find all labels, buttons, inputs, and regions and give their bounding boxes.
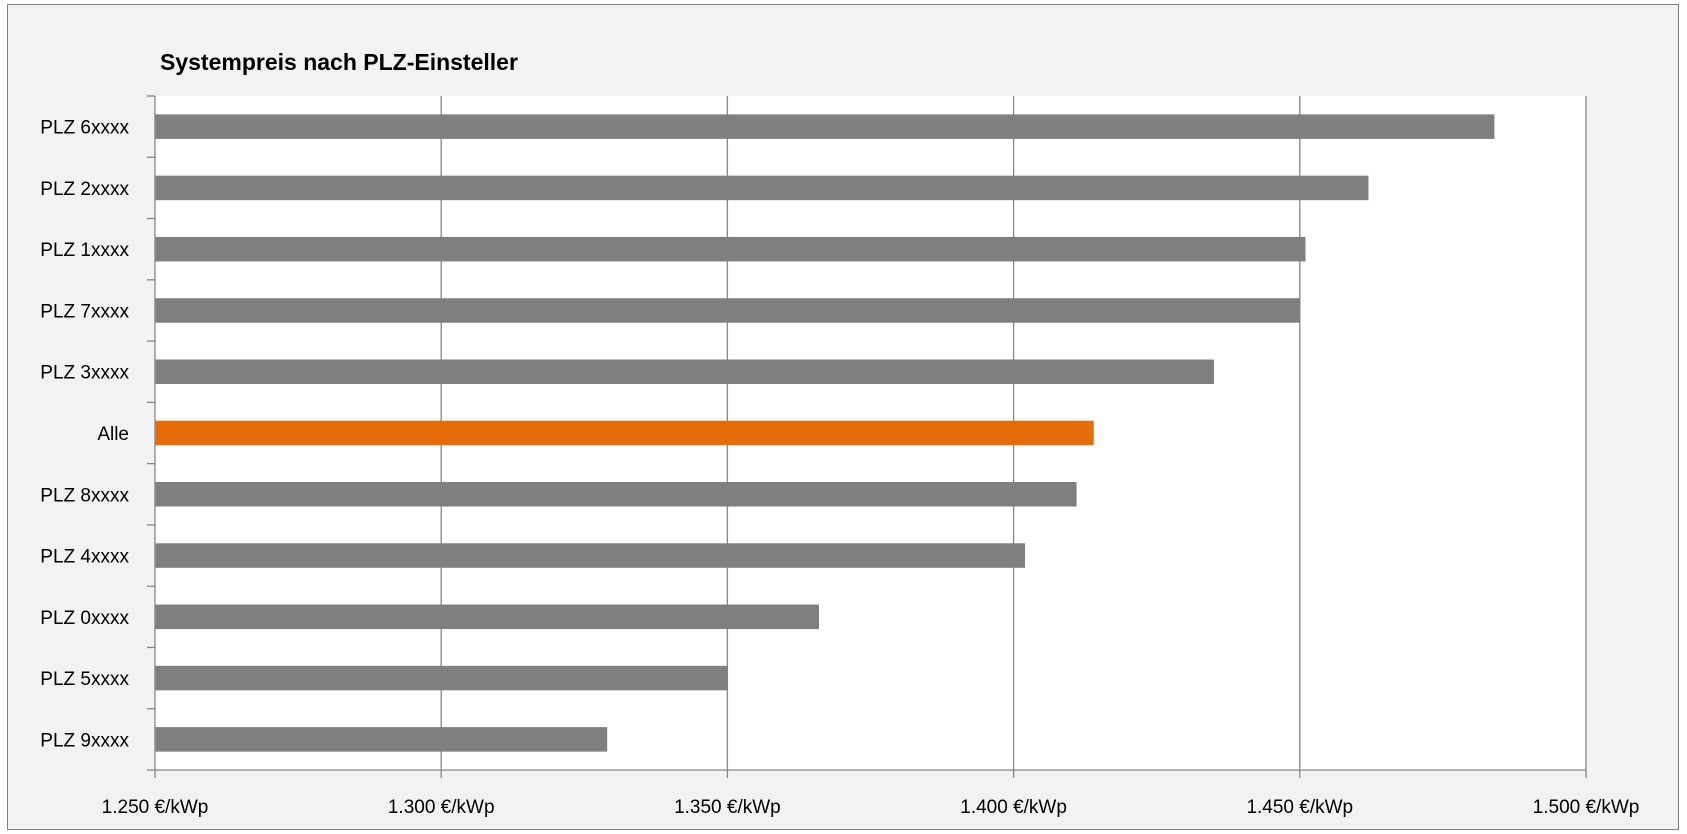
y-tick-label: PLZ 7xxxx	[40, 301, 129, 322]
x-axis-labels: 1.250 €/kWp 1.300 €/kWp 1.350 €/kWp 1.400 €…	[102, 797, 1640, 818]
bar	[155, 114, 1495, 139]
bar	[155, 727, 608, 752]
bar	[155, 175, 1369, 201]
bar	[155, 543, 1026, 568]
y-tick-label: PLZ 9xxxx	[40, 730, 129, 751]
bar	[155, 604, 819, 630]
y-tick-label: PLZ 8xxxx	[40, 485, 129, 506]
axes	[147, 95, 1587, 778]
y-tick-label: PLZ 2xxxx	[40, 179, 129, 200]
bar	[155, 359, 1214, 384]
y-tick-label: PLZ 3xxxx	[40, 363, 129, 384]
x-tick-label: 1.500 €/kWp	[1533, 797, 1640, 818]
y-tick-label: PLZ 6xxxx	[40, 118, 129, 139]
bar	[155, 420, 1094, 446]
x-tick-label: 1.450 €/kWp	[1246, 797, 1353, 818]
x-tick-label: 1.350 €/kWp	[674, 797, 781, 818]
y-tick-label: PLZ 1xxxx	[40, 240, 129, 261]
bar	[155, 665, 728, 691]
bars	[155, 114, 1495, 752]
bar	[155, 298, 1300, 323]
bar	[155, 482, 1077, 507]
y-axis-labels: PLZ 6xxxx PLZ 2xxxx PLZ 1xxxx PLZ 7xxxx PLZ …	[40, 118, 129, 752]
chart-title: Systempreis nach PLZ-Einsteller	[160, 49, 518, 75]
y-tick-label: Alle	[97, 424, 129, 445]
y-tick-label: PLZ 5xxxx	[40, 669, 129, 690]
x-tick-label: 1.400 €/kWp	[960, 797, 1067, 818]
x-tick-label: 1.300 €/kWp	[388, 797, 495, 818]
bar	[155, 236, 1306, 262]
y-tick-label: PLZ 0xxxx	[40, 608, 129, 629]
x-tick-label: 1.250 €/kWp	[102, 797, 209, 818]
y-tick-label: PLZ 4xxxx	[40, 547, 129, 568]
